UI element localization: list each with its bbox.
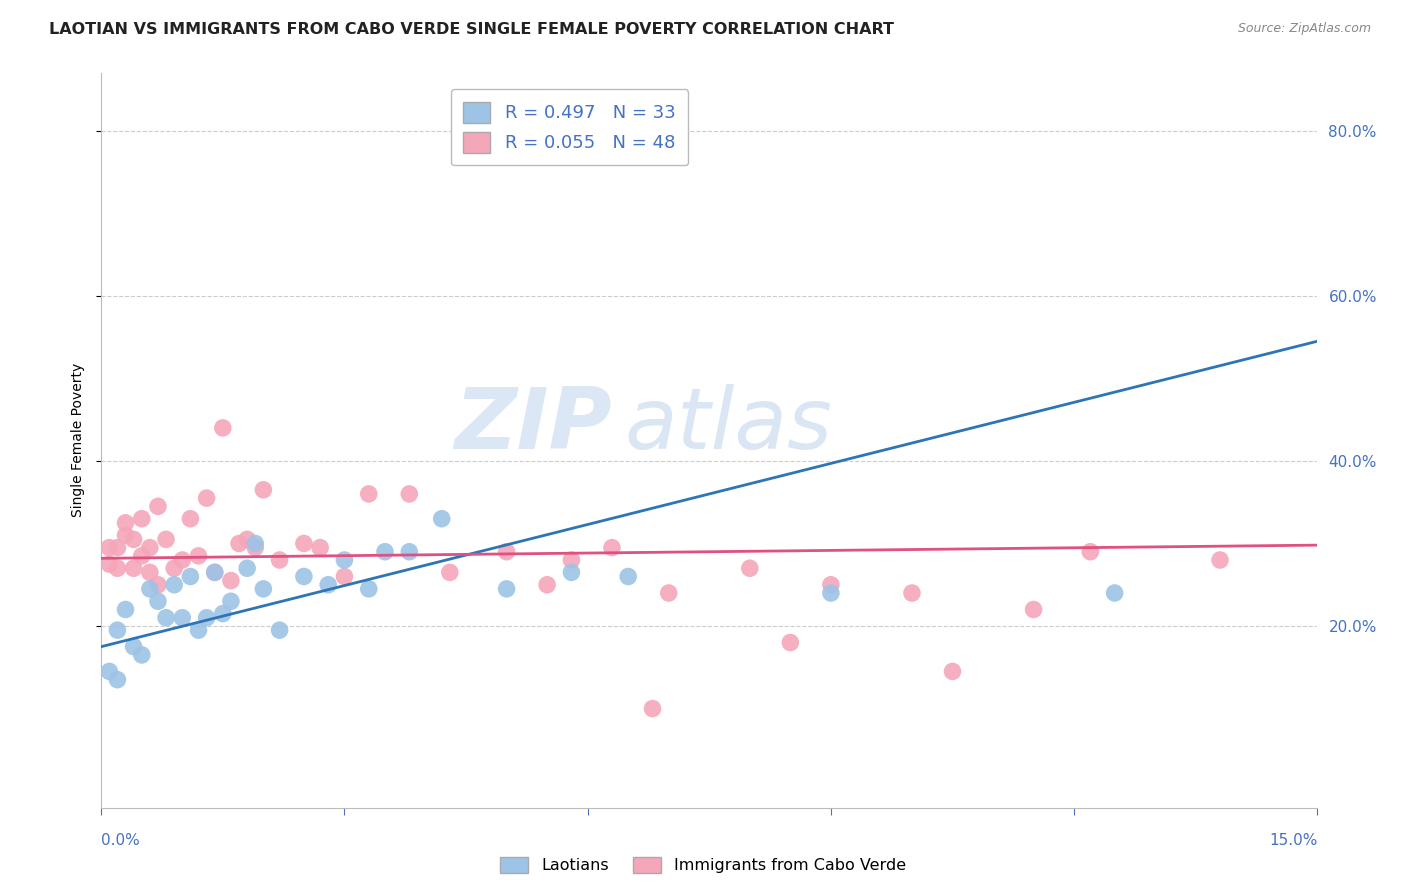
Point	[252, 582, 274, 596]
Point	[228, 536, 250, 550]
Point	[941, 665, 963, 679]
Point	[309, 541, 332, 555]
Point	[333, 553, 356, 567]
Point	[122, 561, 145, 575]
Point	[163, 578, 186, 592]
Point	[333, 569, 356, 583]
Point	[211, 607, 233, 621]
Point	[98, 557, 121, 571]
Text: 15.0%: 15.0%	[1270, 832, 1317, 847]
Point	[139, 582, 162, 596]
Point	[1078, 545, 1101, 559]
Point	[439, 566, 461, 580]
Point	[114, 516, 136, 530]
Point	[292, 536, 315, 550]
Point	[179, 512, 201, 526]
Point	[114, 602, 136, 616]
Point	[155, 611, 177, 625]
Point	[179, 569, 201, 583]
Point	[560, 553, 582, 567]
Point	[820, 578, 842, 592]
Point	[98, 541, 121, 555]
Point	[560, 566, 582, 580]
Legend: R = 0.497   N = 33, R = 0.055   N = 48: R = 0.497 N = 33, R = 0.055 N = 48	[451, 89, 689, 165]
Point	[269, 553, 291, 567]
Point	[495, 545, 517, 559]
Point	[245, 541, 267, 555]
Point	[430, 512, 453, 526]
Point	[219, 594, 242, 608]
Point	[901, 586, 924, 600]
Text: ZIP: ZIP	[454, 384, 612, 467]
Point	[269, 623, 291, 637]
Point	[146, 594, 169, 608]
Point	[1022, 602, 1045, 616]
Point	[357, 582, 380, 596]
Point	[122, 533, 145, 547]
Point	[252, 483, 274, 497]
Point	[236, 533, 259, 547]
Point	[738, 561, 761, 575]
Point	[107, 623, 129, 637]
Point	[204, 566, 226, 580]
Point	[107, 561, 129, 575]
Text: 0.0%: 0.0%	[101, 832, 141, 847]
Text: Source: ZipAtlas.com: Source: ZipAtlas.com	[1237, 22, 1371, 36]
Point	[122, 640, 145, 654]
Point	[146, 500, 169, 514]
Text: atlas: atlas	[624, 384, 832, 467]
Point	[641, 701, 664, 715]
Point	[658, 586, 681, 600]
Point	[779, 635, 801, 649]
Point	[1104, 586, 1126, 600]
Point	[219, 574, 242, 588]
Point	[146, 578, 169, 592]
Point	[139, 566, 162, 580]
Point	[245, 536, 267, 550]
Point	[187, 623, 209, 637]
Point	[131, 549, 153, 563]
Point	[195, 611, 218, 625]
Point	[1209, 553, 1232, 567]
Point	[195, 491, 218, 505]
Point	[114, 528, 136, 542]
Legend: Laotians, Immigrants from Cabo Verde: Laotians, Immigrants from Cabo Verde	[494, 850, 912, 880]
Point	[211, 421, 233, 435]
Point	[163, 561, 186, 575]
Point	[316, 578, 339, 592]
Point	[131, 648, 153, 662]
Point	[98, 665, 121, 679]
Point	[131, 512, 153, 526]
Point	[172, 611, 194, 625]
Point	[820, 586, 842, 600]
Y-axis label: Single Female Poverty: Single Female Poverty	[72, 363, 86, 517]
Point	[617, 569, 640, 583]
Point	[398, 545, 420, 559]
Point	[172, 553, 194, 567]
Point	[204, 566, 226, 580]
Point	[600, 541, 623, 555]
Point	[139, 541, 162, 555]
Point	[357, 487, 380, 501]
Point	[292, 569, 315, 583]
Point	[236, 561, 259, 575]
Point	[187, 549, 209, 563]
Point	[107, 673, 129, 687]
Point	[536, 578, 558, 592]
Point	[107, 541, 129, 555]
Point	[374, 545, 396, 559]
Point	[495, 582, 517, 596]
Text: LAOTIAN VS IMMIGRANTS FROM CABO VERDE SINGLE FEMALE POVERTY CORRELATION CHART: LAOTIAN VS IMMIGRANTS FROM CABO VERDE SI…	[49, 22, 894, 37]
Point	[155, 533, 177, 547]
Point	[398, 487, 420, 501]
